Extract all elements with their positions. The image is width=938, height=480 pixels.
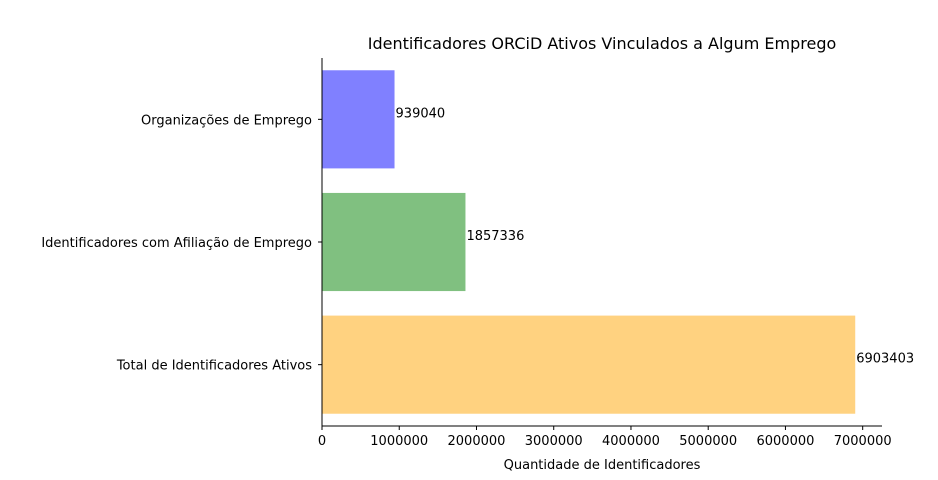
x-axis-label: Quantidade de Identificadores [504, 458, 701, 473]
x-tick-label: 3000000 [525, 434, 583, 449]
bar-value-label: 939040 [396, 106, 446, 121]
bars-group: 939040 1857336 6903403 [322, 70, 914, 414]
bar [322, 192, 466, 292]
y-tick-label: Total de Identificadores Ativos [116, 359, 312, 374]
x-tick-label: 7000000 [834, 434, 892, 449]
x-tick-label: 0 [318, 434, 326, 449]
x-tick-label: 6000000 [756, 434, 814, 449]
y-tick-label: Identificadores com Afiliação de Emprego [41, 236, 312, 251]
bar [322, 70, 395, 169]
bar-value-label: 6903403 [856, 352, 914, 367]
y-tick-label: Organizações de Emprego [141, 113, 312, 128]
chart-title: Identificadores ORCiD Ativos Vinculados … [368, 34, 837, 53]
x-tick-label: 1000000 [370, 434, 428, 449]
bar-value-label: 1857336 [466, 229, 524, 244]
y-tick-labels: Organizações de Emprego Identificadores c… [41, 113, 322, 374]
x-ticks: 0 1000000 2000000 3000000 4000000 5000000 6000… [318, 426, 892, 449]
bar [322, 315, 856, 414]
x-tick-label: 4000000 [602, 434, 660, 449]
x-tick-label: 2000000 [448, 434, 506, 449]
x-tick-label: 5000000 [679, 434, 737, 449]
